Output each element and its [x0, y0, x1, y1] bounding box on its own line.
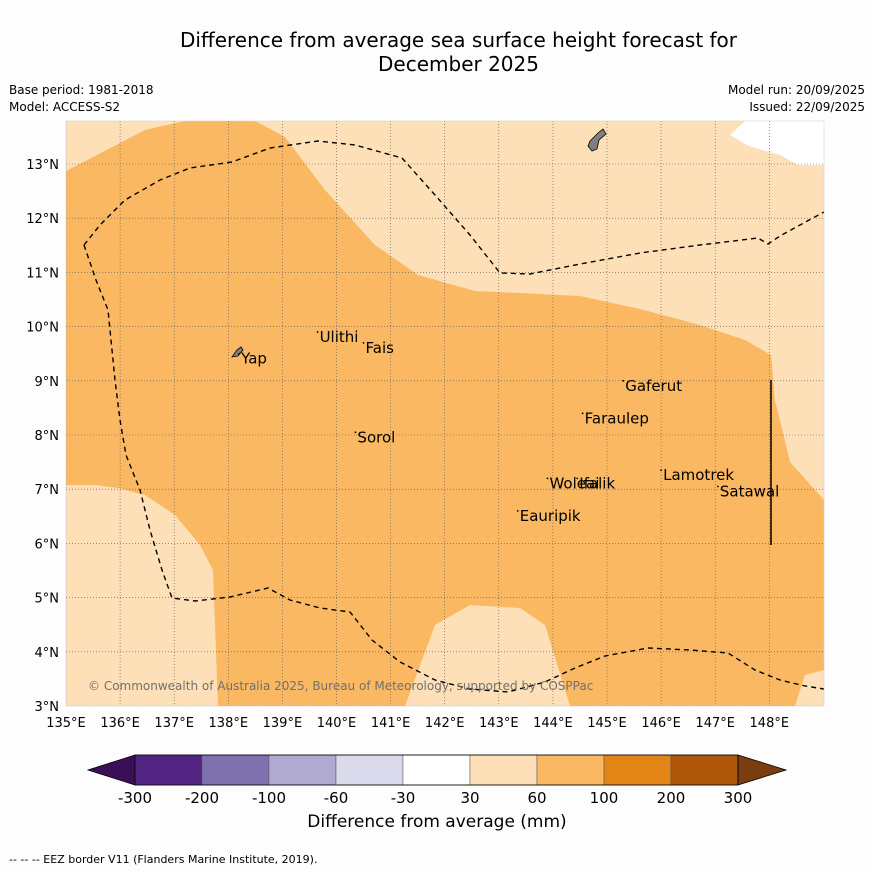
lat-tick-label: 6°N	[35, 537, 60, 552]
lat-tick-label: 8°N	[35, 429, 60, 444]
lon-tick-label: 138°E	[209, 716, 249, 731]
meta-right: Model run: 20/09/2025 Issued: 22/09/2025	[728, 82, 865, 116]
lat-tick-label: 7°N	[35, 483, 60, 498]
yap-island	[231, 346, 244, 358]
white-corner	[730, 121, 824, 165]
guam-island	[587, 128, 607, 152]
colorbar-swatch	[603, 754, 672, 786]
title-line-1: Difference from average sea surface heig…	[179, 28, 738, 52]
colorbar-extend-high	[737, 754, 788, 786]
colorbar-swatch	[402, 754, 471, 786]
lon-tick-label: 148°E	[750, 716, 790, 731]
colorbar-tick-label: 200	[657, 789, 686, 807]
colorbar-swatch	[469, 754, 538, 786]
lon-tick-label: 140°E	[317, 716, 357, 731]
colorbar-swatch	[201, 754, 270, 786]
colorbar-swatch	[268, 754, 337, 786]
island-marker	[516, 509, 519, 512]
colorbar-tick-label: 300	[724, 789, 753, 807]
island-marker	[660, 469, 662, 472]
issued-date: Issued: 22/09/2025	[749, 100, 865, 114]
map-area: Yap Ulithi Fais Sorol Gaferut Faraulep WoleaiI…	[66, 121, 824, 706]
colorbar-swatch	[134, 754, 203, 786]
lat-tick-label: 10°N	[26, 321, 59, 336]
meta-left: Base period: 1981-2018 Model: ACCESS-S2	[9, 82, 154, 116]
colorbar-swatch	[670, 754, 739, 786]
lat-tick-label: 3°N	[35, 700, 60, 715]
lat-tick-label: 12°N	[26, 212, 59, 227]
colorbar-frame	[134, 754, 739, 786]
longitude-labels: 135°E 136°E 137°E 138°E 139°E 140°E 141°E 142°E…	[46, 716, 789, 731]
island-marker	[316, 331, 319, 333]
place-label: Lamotrek	[663, 466, 734, 484]
graticule	[66, 121, 824, 706]
lat-tick-label: 11°N	[26, 266, 59, 281]
model-name: Model: ACCESS-S2	[9, 100, 121, 114]
colorbar-tick-label: -300	[118, 789, 152, 807]
colorbar-extend-low	[86, 754, 136, 786]
colorbar-tick-label: -60	[324, 789, 349, 807]
model-run: Model run: 20/09/2025	[727, 83, 865, 97]
title-line-2: December 2025	[378, 52, 539, 76]
island-marker	[622, 379, 625, 382]
colorbar: -300 -200 -100 -60 -30 30 60 100 200 300	[86, 754, 788, 807]
colorbar-tick-label: 30	[460, 789, 479, 807]
lon-tick-label: 142°E	[425, 716, 465, 731]
place-labels: Yap Ulithi Fais Sorol Gaferut Faraulep WoleaiI…	[238, 328, 779, 525]
island-marker	[546, 477, 549, 480]
lon-tick-label: 146°E	[641, 716, 681, 731]
copyright-text: © Commonwealth of Australia 2025, Bureau…	[88, 679, 593, 693]
colorbar-tick-label: 100	[590, 789, 619, 807]
place-label: Ulithi	[320, 328, 359, 346]
base-period: Base period: 1981-2018	[9, 83, 154, 97]
island-marker	[581, 412, 584, 415]
lat-tick-label: 13°N	[26, 158, 59, 173]
lon-tick-label: 147°E	[695, 716, 735, 731]
place-label: Fais	[366, 339, 395, 357]
map-title: Difference from average sea surface heig…	[60, 28, 857, 76]
colorbar-swatch	[536, 754, 605, 786]
colorbar-tick-label: -100	[252, 789, 286, 807]
colorbar-swatch	[335, 754, 404, 786]
lon-tick-label: 135°E	[46, 716, 86, 731]
lat-tick-label: 5°N	[35, 592, 60, 607]
island-marker	[362, 341, 365, 344]
lon-tick-label: 141°E	[371, 716, 411, 731]
lon-tick-label: 136°E	[100, 716, 140, 731]
lon-tick-label: 145°E	[587, 716, 627, 731]
island-marker	[354, 431, 357, 434]
place-label: Eauripik	[520, 507, 581, 525]
lon-tick-label: 143°E	[479, 716, 519, 731]
island-marker	[576, 477, 579, 480]
island-marker	[238, 352, 241, 355]
place-label: Gaferut	[625, 377, 682, 395]
latitude-labels: 3°N 4°N 5°N 6°N 7°N 8°N 9°N 10°N 11°N 12°N 13°N	[26, 158, 59, 715]
colorbar-tick-label: -30	[391, 789, 416, 807]
place-label: Yap	[240, 350, 267, 368]
place-label: Ifalik	[579, 474, 615, 492]
lat-tick-label: 9°N	[35, 375, 60, 390]
eez-footnote: -- -- -- EEZ border V11 (Flanders Marine…	[9, 853, 318, 866]
colorbar-tick-label: 60	[527, 789, 546, 807]
place-label: Faraulep	[585, 409, 649, 427]
lon-tick-label: 139°E	[263, 716, 303, 731]
place-label: Satawal	[720, 482, 779, 500]
place-label: Sorol	[357, 428, 395, 446]
colorbar-label: Difference from average (mm)	[307, 812, 567, 832]
mid-orange-region	[66, 121, 824, 706]
map-frame	[65, 120, 825, 707]
colorbar-tick-label: -200	[185, 789, 219, 807]
island-marker	[717, 485, 719, 488]
lat-tick-label: 4°N	[35, 646, 60, 661]
lon-tick-label: 144°E	[533, 716, 573, 731]
eez-border	[83, 140, 824, 693]
place-label: Woleai	[549, 474, 599, 492]
lon-tick-label: 137°E	[154, 716, 194, 731]
